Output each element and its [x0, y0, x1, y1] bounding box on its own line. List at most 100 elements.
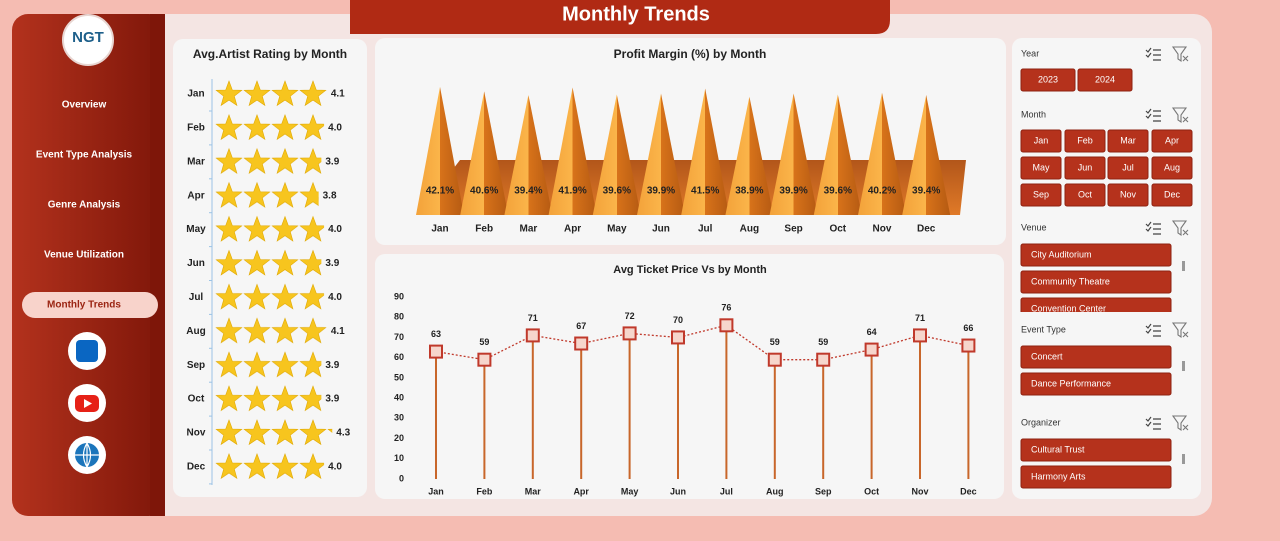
bar — [215, 248, 322, 279]
slicer-button[interactable] — [1020, 465, 1172, 489]
slicer-button[interactable] — [1020, 243, 1172, 267]
scrollbar[interactable] — [1182, 361, 1185, 371]
slicer-button[interactable] — [1020, 68, 1076, 92]
slicer-button[interactable] — [1077, 68, 1133, 92]
value-label: 71 — [528, 313, 538, 323]
pyramid — [769, 93, 818, 215]
slicer-button[interactable] — [1020, 372, 1172, 396]
marker — [961, 338, 976, 353]
icon-lines — [1145, 108, 1161, 122]
slicer-button-label[interactable]: May — [1032, 162, 1050, 172]
nav-item[interactable]: Event Type Analysis — [36, 150, 133, 161]
value-label: 3.9 — [325, 394, 339, 405]
slicer-button[interactable] — [1064, 183, 1106, 207]
value-label: 40.6% — [470, 186, 498, 197]
ticket-card — [375, 254, 1004, 499]
x-tick-label: Jun — [652, 224, 670, 235]
slicer-button[interactable] — [1064, 129, 1106, 153]
y-tick-label: 60 — [394, 352, 404, 362]
icon-funnel — [1171, 322, 1189, 339]
slicer-button-label[interactable]: Jul — [1122, 162, 1134, 172]
slicer-button[interactable] — [1107, 156, 1149, 180]
slicer-button[interactable] — [1020, 156, 1062, 180]
slicer-button[interactable] — [1107, 183, 1149, 207]
logo — [62, 14, 114, 66]
slicer-card — [1012, 38, 1201, 499]
slicer-button[interactable] — [1020, 183, 1062, 207]
slicer-button[interactable] — [1020, 297, 1172, 320]
nav-item[interactable]: Monthly Trends — [47, 300, 121, 311]
scrollbar[interactable] — [1182, 261, 1185, 271]
value-label: 41.9% — [558, 186, 586, 197]
slicer-button-label[interactable]: Nov — [1120, 189, 1137, 199]
scrollbar[interactable] — [1182, 454, 1185, 464]
slicer-button-label[interactable]: Aug — [1164, 162, 1180, 172]
slicer-button-label[interactable]: Apr — [1165, 135, 1179, 145]
multi-select-icon[interactable] — [1145, 323, 1161, 337]
value-label: 64 — [867, 327, 877, 337]
slicer-button-label[interactable]: Cultural Trust — [1031, 444, 1085, 454]
x-tick-label: Mar — [520, 224, 538, 235]
y-tick-label: 40 — [394, 392, 404, 402]
value-label: 59 — [818, 337, 828, 347]
slicer-button-label[interactable]: Concert — [1031, 351, 1063, 361]
x-tick-label: Sep — [815, 486, 832, 496]
pyramid — [725, 96, 774, 215]
nav-item[interactable]: Venue Utilization — [44, 250, 124, 261]
marker — [913, 328, 927, 343]
slicer-button-label[interactable]: Dance Performance — [1031, 378, 1111, 388]
slicer-button-label[interactable]: Jan — [1034, 135, 1049, 145]
bar — [215, 79, 327, 109]
sidebar-edge — [150, 14, 165, 516]
clear-filter-icon[interactable] — [1171, 322, 1189, 339]
slicer-button-label[interactable]: Oct — [1078, 189, 1093, 199]
y-tick-label: 90 — [394, 291, 404, 301]
slicer-button-label[interactable]: Sep — [1033, 189, 1049, 199]
value-label: 39.6% — [824, 186, 852, 197]
x-tick-label: Apr — [573, 486, 589, 496]
x-tick-label: Jan — [428, 486, 444, 496]
slicer-button[interactable] — [1107, 129, 1149, 153]
x-tick-label: Jul — [720, 486, 733, 496]
value-label: 76 — [721, 303, 731, 313]
slicer-button-label[interactable]: 2024 — [1095, 74, 1115, 84]
slicer-button[interactable] — [1151, 156, 1193, 180]
slicer-button[interactable] — [1020, 345, 1172, 369]
slicer-button[interactable] — [1020, 438, 1172, 462]
value-label: 4.0 — [328, 224, 342, 235]
clear-filter-icon[interactable] — [1171, 220, 1189, 237]
value-label: 4.3 — [336, 428, 350, 439]
slicer-button[interactable] — [1020, 270, 1172, 294]
slicer-button[interactable] — [1064, 156, 1106, 180]
multi-select-icon[interactable] — [1145, 108, 1161, 122]
value-label: 67 — [576, 321, 586, 331]
slicer-button-label[interactable]: Community Theatre — [1031, 276, 1110, 286]
slicer-button[interactable] — [1151, 183, 1193, 207]
multi-select-icon[interactable] — [1145, 47, 1161, 61]
layer: Overview Event Type Analysis Genre Analysi… — [36, 46, 1193, 496]
clear-filter-icon[interactable] — [1171, 107, 1189, 124]
value-label: 4.1 — [331, 89, 345, 100]
slicer-button-label[interactable]: Convention Center — [1031, 303, 1106, 313]
multi-select-icon[interactable] — [1145, 221, 1161, 235]
slicer-button-label[interactable]: Mar — [1120, 135, 1136, 145]
slicer-button-label[interactable]: Dec — [1164, 189, 1181, 199]
icon-lines — [1145, 323, 1161, 337]
clear-filter-icon[interactable] — [1171, 415, 1189, 432]
nav-item[interactable]: Overview — [62, 100, 107, 111]
slicer-button-label[interactable]: Harmony Arts — [1031, 471, 1086, 481]
nav-active[interactable] — [22, 292, 158, 318]
slicer-button-label[interactable]: Feb — [1077, 135, 1093, 145]
nav-item[interactable]: Genre Analysis — [48, 200, 121, 211]
clear-filter-icon[interactable] — [1171, 46, 1189, 63]
x-tick-label: Oct — [864, 486, 879, 496]
header-tab — [350, 0, 890, 34]
slicer-button-label[interactable]: 2023 — [1038, 74, 1058, 84]
slicer-button-label[interactable]: City Auditorium — [1031, 249, 1092, 259]
slicer-button[interactable] — [1020, 129, 1062, 153]
multi-select-icon[interactable] — [1145, 416, 1161, 430]
value-label: 41.5% — [691, 186, 719, 197]
slicer-button-label[interactable]: Jun — [1078, 162, 1093, 172]
slicer-button[interactable] — [1151, 129, 1193, 153]
value-label: 66 — [963, 323, 973, 333]
